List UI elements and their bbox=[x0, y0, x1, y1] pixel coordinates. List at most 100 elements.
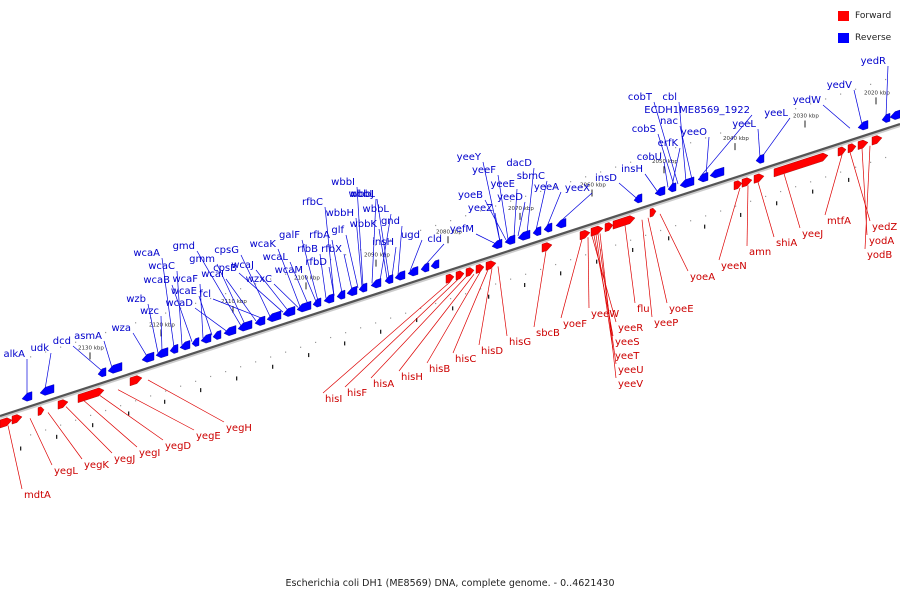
reverse-gene-arrow bbox=[282, 306, 296, 317]
gene-label-hisg: hisG bbox=[509, 337, 531, 348]
genome-caption: Escherichia coli DH1 (ME8569) DNA, compl… bbox=[285, 578, 615, 589]
gene-label-yoef: yoeF bbox=[563, 319, 587, 330]
reverse-gene-arrow bbox=[654, 185, 666, 197]
reverse-gene-arrow bbox=[679, 176, 695, 189]
reverse-gene-arrow bbox=[141, 351, 155, 363]
gene-label-amn: amn bbox=[749, 247, 771, 258]
genome-axis bbox=[0, 122, 900, 419]
legend-forward-label: Forward bbox=[855, 10, 892, 21]
axis-line bbox=[0, 122, 900, 418]
gene-label-wcaf: wcaF bbox=[172, 274, 198, 285]
gene-label-rfbd: rfbD bbox=[305, 257, 327, 268]
reverse-gene-arrow bbox=[394, 270, 406, 281]
tick-label: 2100 kbp bbox=[294, 275, 320, 281]
legend-forward: Forward bbox=[838, 9, 891, 22]
gene-label-cobs: cobS bbox=[632, 124, 656, 135]
gene-label-yeef: yeeF bbox=[472, 165, 496, 176]
gene-label-yeen: yeeN bbox=[721, 261, 747, 272]
reverse-gene-arrow bbox=[633, 193, 643, 204]
gene-label-fcl: fcl bbox=[199, 289, 211, 300]
gene-label-alka: alkA bbox=[3, 349, 25, 360]
reverse-gene-arrow bbox=[384, 274, 394, 285]
forward-gene-arrow bbox=[871, 135, 883, 146]
gene-label-yeed: yeeD bbox=[497, 192, 523, 203]
gene-label-asma: asmA bbox=[74, 331, 102, 342]
gene-label-yegd: yegD bbox=[165, 441, 191, 452]
gene-label-cbl: cbl bbox=[662, 92, 677, 103]
reverse-gene-arrow bbox=[755, 153, 765, 164]
gene-label-insh: insH bbox=[621, 164, 643, 175]
reverse-gene-arrow bbox=[212, 330, 222, 340]
kbp-ticks: 2020 kbp 2030 kbp 2040 kbp 2050 kbp 2060 kbp… bbox=[78, 90, 890, 360]
gene-label-rfbx: rfbX bbox=[321, 244, 342, 255]
gene-label-wcaj: wcaJ bbox=[231, 260, 254, 271]
label-leader-lines bbox=[7, 65, 889, 490]
reverse-gene-arrow bbox=[21, 391, 33, 402]
gene-label-yoea: yoeA bbox=[690, 272, 715, 283]
gene-label-yoda: yodA bbox=[869, 236, 894, 247]
reverse-gene-arrow bbox=[191, 337, 200, 347]
gene-label-wcal: wcaL bbox=[263, 252, 289, 263]
gene-label-wbbl: wbbL bbox=[349, 189, 376, 200]
gene-label-wcam: wcaM bbox=[275, 265, 303, 276]
reverse-gene-arrow bbox=[370, 278, 382, 289]
forward-gene-arrow bbox=[57, 399, 69, 410]
gene-label-hish: hisH bbox=[401, 372, 423, 383]
gene-label-gmd: gmd bbox=[173, 241, 195, 252]
gene-label-yeez: yeeZ bbox=[468, 203, 493, 214]
forward-gene-arrow bbox=[741, 177, 753, 188]
gene-label-yoee: yoeE bbox=[669, 304, 694, 315]
gene-label-dacd: dacD bbox=[506, 158, 532, 169]
gene-label-yoeb: yoeB bbox=[458, 190, 483, 201]
gene-label-yeer: yeeR bbox=[618, 323, 643, 334]
gene-label-wcae: wcaE bbox=[171, 286, 197, 297]
reverse-gene-arrow bbox=[107, 362, 123, 374]
reverse-gene-arrow bbox=[857, 120, 869, 131]
legend-forward-swatch bbox=[838, 10, 849, 21]
gene-label-yedw: yedW bbox=[793, 95, 821, 106]
tick-label: 2060 kbp bbox=[580, 183, 606, 189]
gene-label-gnd: gnd bbox=[381, 216, 400, 227]
gene-label-yeeu: yeeU bbox=[618, 365, 644, 376]
reverse-gene-arrow bbox=[97, 367, 107, 378]
forward-gene-arrow bbox=[773, 152, 829, 178]
gene-label-erfk: erfK bbox=[658, 138, 679, 149]
gene-label-flu: flu bbox=[637, 304, 650, 315]
reverse-gene-arrow bbox=[543, 222, 553, 233]
gene-label-cpsb: cpsB bbox=[213, 263, 237, 274]
forward-gene-arrow bbox=[11, 414, 23, 425]
forward-gene-arrow bbox=[837, 146, 847, 157]
forward-gene-arrow bbox=[579, 230, 591, 241]
forward-gene-arrow bbox=[612, 215, 636, 230]
reverse-gene-arrow bbox=[336, 289, 346, 300]
gene-label-yodb: yodB bbox=[867, 250, 892, 261]
gene-label-yege: yegE bbox=[196, 431, 221, 442]
gene-label-yegk: yegK bbox=[84, 460, 109, 471]
reverse-gene-arrow bbox=[223, 325, 237, 336]
reverse-gene-arrow bbox=[491, 238, 503, 249]
gene-label-rfbc: rfbC bbox=[302, 197, 323, 208]
forward-gene-arrow bbox=[475, 264, 485, 274]
gene-label-wbbj: wbbJ bbox=[350, 189, 374, 200]
gene-label-wcac: wcaC bbox=[148, 261, 175, 272]
gene-label-yegj: yegJ bbox=[114, 454, 135, 465]
forward-gene-arrow bbox=[465, 267, 475, 278]
forward-gene-arrow bbox=[129, 375, 143, 387]
gene-label-udk: udk bbox=[31, 343, 50, 354]
gene-label-yeev: yeeV bbox=[618, 379, 643, 390]
gene-label-hisa: hisA bbox=[373, 379, 394, 390]
forward-gene-arrow bbox=[857, 139, 869, 150]
gene-label-wzc: wzc bbox=[140, 306, 159, 317]
tick-label: 2070 kbp bbox=[508, 206, 534, 212]
reverse-gene-arrow bbox=[517, 229, 531, 241]
tick-label: 2120 kbp bbox=[149, 322, 175, 328]
gene-label-wbbk: wbbK bbox=[350, 219, 378, 230]
forward-gene-arrow bbox=[604, 222, 614, 233]
tick-label: 2040 kbp bbox=[723, 136, 749, 142]
gene-label-glf: glf bbox=[331, 225, 344, 236]
forward-gene-arrow bbox=[733, 180, 743, 191]
reverse-gene-arrow bbox=[667, 182, 677, 193]
gene-label-yeep: yeeP bbox=[654, 318, 678, 329]
